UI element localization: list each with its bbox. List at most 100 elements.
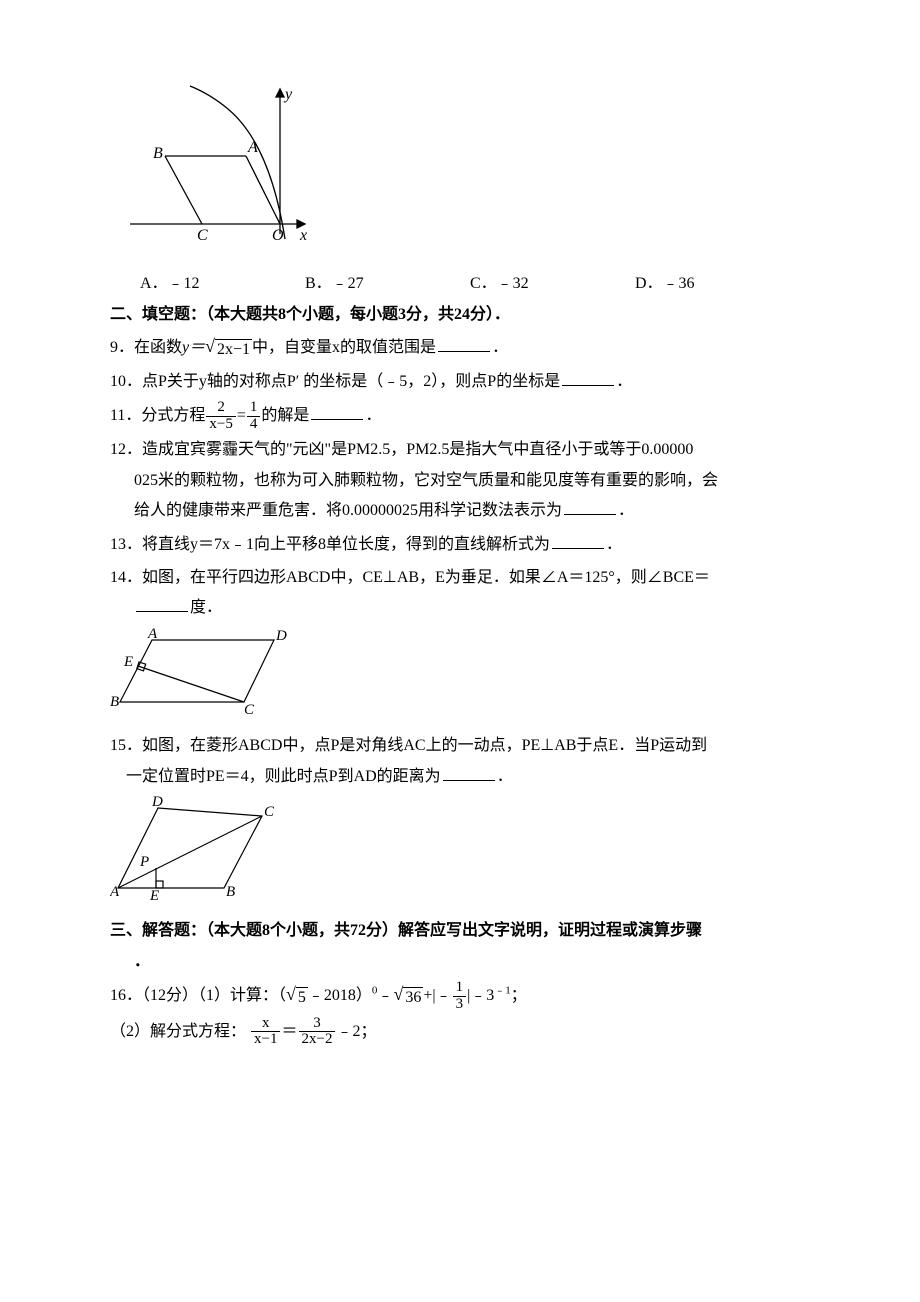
q16-2: （2）解分式方程： xx−1＝32x−2﹣2； bbox=[110, 1016, 830, 1049]
q9-prefix: 9．在函数 bbox=[110, 339, 182, 356]
q8-choices: A．﹣12 B．﹣27 C．﹣32 D．﹣36 bbox=[140, 269, 830, 299]
sqrt-icon: √5 bbox=[286, 985, 308, 1007]
q9-sqrt-body: 2x−1 bbox=[215, 339, 252, 359]
pt-E: E bbox=[149, 888, 159, 901]
blank bbox=[136, 597, 188, 612]
q16b-prefix: （2）解分式方程： bbox=[110, 1023, 246, 1040]
q16-1: 16．（12分）（1）计算：（√5﹣2018）0﹣√36+|﹣13|﹣3﹣1； bbox=[110, 980, 830, 1013]
q13-text: 13．将直线y＝7x﹣1向上平移8单位长度，得到的直线解析式为 bbox=[110, 536, 550, 553]
sqrt-icon: √36 bbox=[393, 985, 423, 1007]
fraction-icon: 32x−2 bbox=[299, 1016, 336, 1049]
q11-lhs-num: 2 bbox=[206, 400, 235, 416]
q16b-eq: ＝ bbox=[281, 1023, 297, 1040]
pt-B: B bbox=[226, 884, 235, 900]
q16b-ln: x bbox=[251, 1016, 280, 1032]
pt-A: A bbox=[110, 884, 120, 900]
q16-mid3: +|﹣ bbox=[423, 987, 451, 1004]
period: ． bbox=[497, 768, 513, 785]
q15-line1: 15．如图，在菱形ABCD中，点P是对角线AC上的一动点，PE⊥AB于点E．当P… bbox=[110, 731, 830, 761]
q9-y-eq: y＝ bbox=[182, 339, 205, 356]
blank bbox=[438, 337, 490, 352]
axis-y-label: y bbox=[283, 86, 293, 103]
q16-sqrt5: 5 bbox=[296, 987, 308, 1007]
q16b-rn: 3 bbox=[299, 1016, 336, 1032]
q16b-tail: ﹣2； bbox=[336, 1023, 376, 1040]
rhombus-PE-svg: D C A B P E bbox=[110, 796, 275, 901]
q13: 13．将直线y＝7x﹣1向上平移8单位长度，得到的直线解析式为 ． bbox=[110, 530, 830, 560]
blank bbox=[552, 533, 604, 548]
choice-D: D．﹣36 bbox=[635, 269, 800, 299]
fraction-icon: xx−1 bbox=[251, 1016, 280, 1049]
coordinate-parallelogram-svg: y x B A C O bbox=[130, 84, 310, 254]
pt-D: D bbox=[151, 796, 163, 810]
pt-C: C bbox=[244, 702, 255, 716]
point-C-label: C bbox=[197, 227, 208, 244]
section3-header: 三、解答题：（本大题8个小题，共72分）解答应写出文字说明，证明过程或演算步骤 bbox=[110, 916, 830, 946]
q11-prefix: 11．分式方程 bbox=[110, 407, 205, 424]
q14: 14．如图，在平行四边形ABCD中，CE⊥AB，E为垂足．如果∠A＝125°，则… bbox=[110, 563, 830, 624]
period: ． bbox=[616, 373, 632, 390]
q14-line2: 度． bbox=[190, 599, 222, 616]
parallelogram-CE-svg: A D B C E bbox=[110, 628, 290, 716]
q15-figure: D C A B P E bbox=[110, 796, 830, 912]
q16-mid4: |﹣3 bbox=[467, 987, 494, 1004]
q11-suffix: 的解是 bbox=[261, 407, 309, 424]
q16b-ld: x−1 bbox=[251, 1031, 280, 1048]
pt-P: P bbox=[139, 854, 149, 870]
blank bbox=[564, 500, 616, 515]
pt-C: C bbox=[264, 804, 275, 820]
q12: 12．造成宜宾雾霾天气的"元凶"是PM2.5，PM2.5是指大气中直径小于或等于… bbox=[110, 435, 830, 526]
blank bbox=[562, 370, 614, 385]
point-O-label: O bbox=[272, 227, 284, 244]
section3-header-tail: ． bbox=[134, 947, 830, 977]
q11-lhs-den: x−5 bbox=[206, 416, 235, 433]
q12-line2: 025米的颗粒物，也称为可入肺颗粒物，它对空气质量和能见度等有重要的影响，会 bbox=[134, 466, 830, 496]
q9-suffix: 中，自变量x的取值范围是 bbox=[252, 339, 436, 356]
q15-line2: 一定位置时PE＝4，则此时点P到AD的距离为 bbox=[126, 768, 441, 785]
q12-line3: 给人的健康带来严重危害．将0.00000025用科学记数法表示为 bbox=[134, 502, 562, 519]
point-B-label: B bbox=[153, 145, 163, 162]
pt-A: A bbox=[147, 628, 158, 642]
fraction-icon: 13 bbox=[453, 980, 467, 1013]
q11: 11．分式方程2x−5=14的解是 ． bbox=[110, 400, 830, 433]
q16-prefix: 16．（12分）（1）计算：（ bbox=[110, 987, 286, 1004]
q15: 15．如图，在菱形ABCD中，点P是对角线AC上的一动点，PE⊥AB于点E．当P… bbox=[110, 731, 830, 792]
period: ． bbox=[606, 536, 622, 553]
period: ． bbox=[618, 502, 634, 519]
sqrt-icon: √2x−1 bbox=[205, 337, 252, 359]
q11-eq: = bbox=[237, 407, 246, 424]
blank bbox=[443, 765, 495, 780]
q16-exp-neg1: ﹣1 bbox=[494, 985, 511, 997]
q11-rhs-den: 4 bbox=[247, 416, 261, 433]
blank bbox=[311, 404, 363, 419]
choice-A: A．﹣12 bbox=[140, 269, 305, 299]
q16-frac-d: 3 bbox=[453, 996, 467, 1013]
axis-x-label: x bbox=[299, 227, 307, 244]
q11-rhs-num: 1 bbox=[247, 400, 261, 416]
q10-text: 10．点P关于y轴的对称点P′ 的坐标是（﹣5，2），则点P的坐标是 bbox=[110, 373, 560, 390]
q16-mid2: ﹣ bbox=[377, 987, 393, 1004]
q9: 9．在函数y＝√2x−1中，自变量x的取值范围是 ． bbox=[110, 333, 830, 363]
period: ． bbox=[365, 407, 381, 424]
q16-tail: ； bbox=[511, 987, 527, 1004]
q16-mid1: ﹣2018） bbox=[308, 987, 372, 1004]
q14-line1: 14．如图，在平行四边形ABCD中，CE⊥AB，E为垂足．如果∠A＝125°，则… bbox=[110, 563, 830, 593]
period: ． bbox=[492, 339, 508, 356]
fraction-icon: 2x−5 bbox=[206, 400, 235, 433]
section3-text: 三、解答题：（本大题8个小题，共72分）解答应写出文字说明，证明过程或演算步骤 bbox=[110, 922, 702, 939]
q14-figure: A D B C E bbox=[110, 628, 830, 727]
pt-D: D bbox=[275, 628, 287, 644]
q12-line1: 12．造成宜宾雾霾天气的"元凶"是PM2.5，PM2.5是指大气中直径小于或等于… bbox=[110, 435, 830, 465]
section2-header: 二、填空题：（本大题共8个小题，每小题3分，共24分）． bbox=[110, 300, 830, 330]
q10: 10．点P关于y轴的对称点P′ 的坐标是（﹣5，2），则点P的坐标是 ． bbox=[110, 367, 830, 397]
choice-C: C．﹣32 bbox=[470, 269, 635, 299]
fraction-icon: 14 bbox=[247, 400, 261, 433]
pt-B: B bbox=[110, 694, 119, 710]
q16-sqrt36: 36 bbox=[403, 987, 423, 1007]
point-A-label: A bbox=[247, 139, 258, 156]
choice-B: B．﹣27 bbox=[305, 269, 470, 299]
q16b-rd: 2x−2 bbox=[299, 1031, 336, 1048]
q8-figure: y x B A C O bbox=[130, 84, 830, 265]
q16-frac-n: 1 bbox=[453, 980, 467, 996]
pt-E: E bbox=[123, 654, 133, 670]
